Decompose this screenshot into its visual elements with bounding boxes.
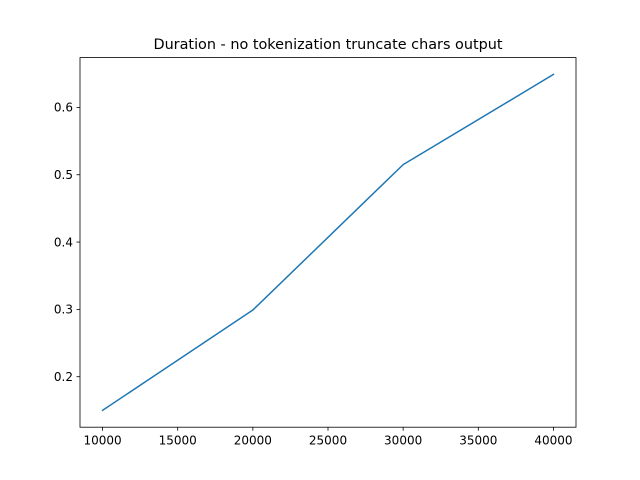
x-axis: 10000 15000 20000 25000 30000 35000 40000 xyxy=(83,427,573,448)
x-tick-label: 15000 xyxy=(159,434,197,448)
x-tick-label: 10000 xyxy=(83,434,121,448)
x-tick-label: 25000 xyxy=(309,434,347,448)
chart-title: Duration - no tokenization truncate char… xyxy=(153,37,502,53)
plot-area xyxy=(101,73,555,412)
axes-frame xyxy=(79,57,577,428)
x-tick-label: 40000 xyxy=(534,434,572,448)
y-tick-label: 0.2 xyxy=(54,370,73,384)
y-tick-label: 0.5 xyxy=(54,168,73,182)
y-tick-label: 0.3 xyxy=(54,303,73,317)
x-tick-label: 30000 xyxy=(384,434,422,448)
series-line xyxy=(101,73,555,412)
y-tick-label: 0.6 xyxy=(54,101,73,115)
y-tick-label: 0.4 xyxy=(54,235,73,249)
y-axis: 0.2 0.3 0.4 0.5 0.6 xyxy=(54,101,80,384)
x-tick-label: 20000 xyxy=(234,434,272,448)
x-tick-label: 35000 xyxy=(459,434,497,448)
